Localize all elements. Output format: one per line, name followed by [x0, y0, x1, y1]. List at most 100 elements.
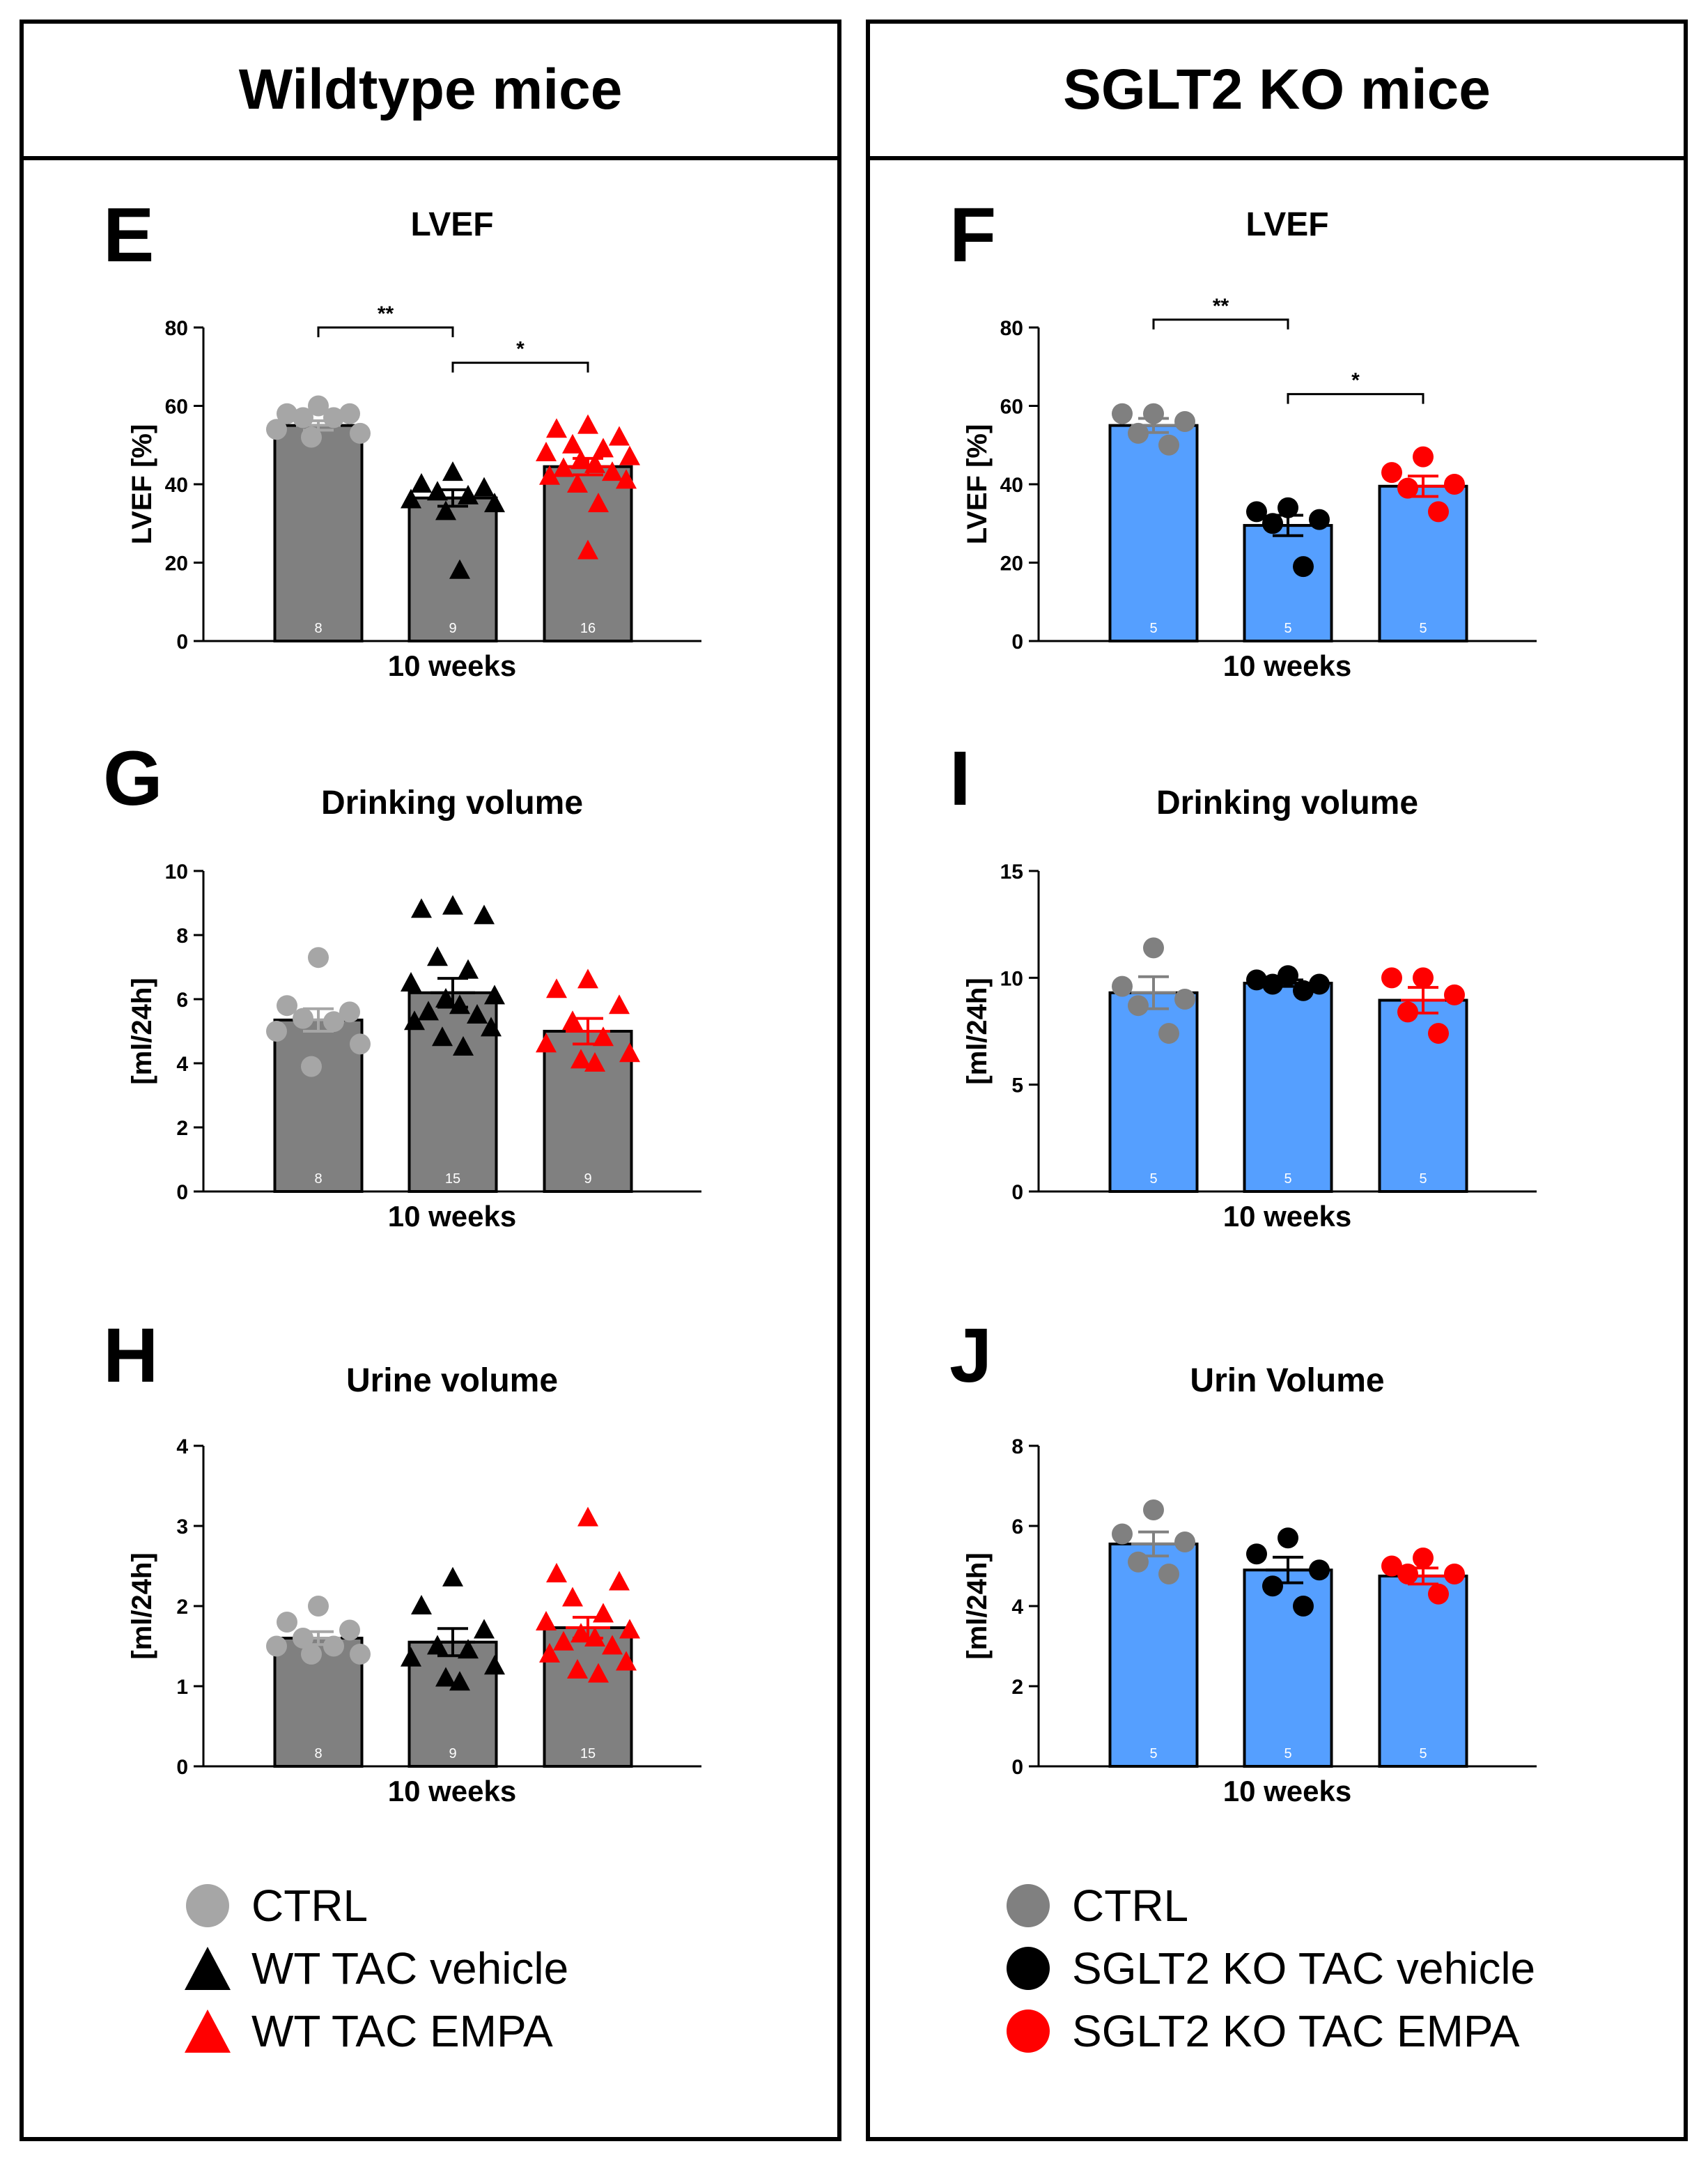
data-point [1278, 497, 1298, 518]
data-point [619, 445, 640, 465]
data-point [536, 1611, 557, 1630]
data-point [1246, 969, 1267, 991]
bar [1108, 1542, 1199, 1768]
significance-label: ** [378, 302, 394, 325]
y-tick-label: 4 [1011, 1596, 1023, 1619]
data-point [277, 1612, 297, 1633]
legend-triangle-icon [185, 1944, 251, 1993]
chart-G: G Drinking volume 0 2 4 6 8 10 [ml/24h] 10 weeks 8… [103, 736, 701, 1233]
data-point [536, 442, 557, 461]
chart-title: Urin Volume [1190, 1362, 1384, 1399]
data-point [323, 407, 344, 429]
y-tick-label: 2 [176, 1117, 188, 1140]
right-header: SGLT2 KO mice [866, 20, 1688, 160]
y-tick-label: 40 [165, 474, 188, 497]
bar [407, 496, 498, 642]
n-label: 8 [314, 1171, 322, 1187]
data-point [570, 1049, 591, 1069]
legend-left-label-1: WT TAC vehicle [251, 1943, 569, 1993]
legend-right-item-ctrl: CTRL [1005, 1874, 1535, 1937]
data-point [577, 539, 598, 560]
data-point [453, 1036, 474, 1056]
data-point [266, 1635, 287, 1657]
data-point [546, 418, 567, 438]
data-point [562, 1010, 583, 1031]
legend-left-item-vehicle: WT TAC vehicle [185, 1937, 568, 2000]
data-point [1143, 1499, 1164, 1520]
data-point [1309, 1559, 1330, 1581]
bar [1243, 1568, 1333, 1768]
data-point [616, 1651, 637, 1671]
data-point [1444, 474, 1465, 495]
y-tick-label: 8 [1011, 1435, 1023, 1458]
bar [1378, 1574, 1468, 1768]
data-point [1413, 1548, 1434, 1568]
legend-left-item-empa: WT TAC EMPA [185, 2000, 568, 2062]
significance-bracket [317, 326, 454, 337]
data-point [435, 988, 456, 1008]
n-label: 9 [449, 1746, 456, 1761]
data-point [293, 1008, 313, 1029]
data-point [308, 395, 329, 417]
data-point [1246, 1543, 1267, 1565]
x-axis-label: 10 weeks [1223, 1775, 1352, 1807]
legend-circle-icon [1005, 1944, 1072, 1993]
data-point [432, 1026, 453, 1047]
n-label: 5 [1149, 1171, 1157, 1187]
y-tick-label: 80 [1000, 317, 1023, 340]
data-point [609, 426, 630, 446]
bar [407, 1640, 498, 1768]
data-point [1428, 1583, 1449, 1605]
data-point [350, 1033, 371, 1055]
data-point [350, 422, 371, 444]
data-point [562, 1587, 583, 1607]
significance-bracket [1287, 393, 1424, 404]
legend-right-item-vehicle: SGLT2 KO TAC vehicle [1005, 1937, 1535, 2000]
n-label: 5 [1149, 621, 1157, 636]
data-point [539, 1643, 560, 1663]
chart-title: LVEF [410, 206, 493, 243]
n-label: 5 [1284, 1171, 1291, 1187]
left-header-title: Wildtype mice [238, 58, 623, 121]
data-point [1128, 995, 1149, 1017]
y-tick-label: 20 [1000, 553, 1023, 576]
data-point [619, 1619, 640, 1639]
n-label: 5 [1419, 1171, 1427, 1187]
data-point [536, 1033, 557, 1053]
data-point [553, 457, 574, 477]
data-point [588, 1663, 609, 1683]
data-point [593, 438, 614, 458]
data-point [1262, 513, 1283, 534]
data-point [323, 1635, 344, 1657]
y-tick-label: 0 [1011, 631, 1023, 654]
n-label: 15 [580, 1746, 596, 1761]
data-point [1174, 1532, 1195, 1552]
data-point [1309, 973, 1330, 995]
y-tick-label: 60 [1000, 396, 1023, 419]
data-point [411, 473, 432, 493]
y-tick-label: 10 [1000, 967, 1023, 990]
y-axis-label: [ml/24h] [127, 978, 157, 1084]
data-point [277, 995, 297, 1017]
data-point [577, 969, 598, 989]
data-point [301, 1644, 322, 1665]
y-tick-label: 0 [1011, 1181, 1023, 1204]
y-tick-label: 6 [1011, 1515, 1023, 1538]
n-label: 5 [1419, 1746, 1427, 1761]
data-point [350, 1644, 371, 1665]
bar [1378, 484, 1468, 642]
significance-label: * [1351, 369, 1360, 392]
data-point [427, 946, 448, 966]
bar [273, 424, 364, 642]
x-axis-label: 10 weeks [1223, 649, 1352, 682]
data-point [449, 1671, 470, 1691]
panel-letter: I [949, 736, 971, 821]
legend-right-label-2: SGLT2 KO TAC EMPA [1072, 2006, 1520, 2056]
legend-right-item-empa: SGLT2 KO TAC EMPA [1005, 2000, 1535, 2062]
data-point [1158, 434, 1179, 456]
data-point [277, 403, 297, 424]
panel-letter: G [103, 736, 163, 821]
data-point [588, 493, 609, 513]
